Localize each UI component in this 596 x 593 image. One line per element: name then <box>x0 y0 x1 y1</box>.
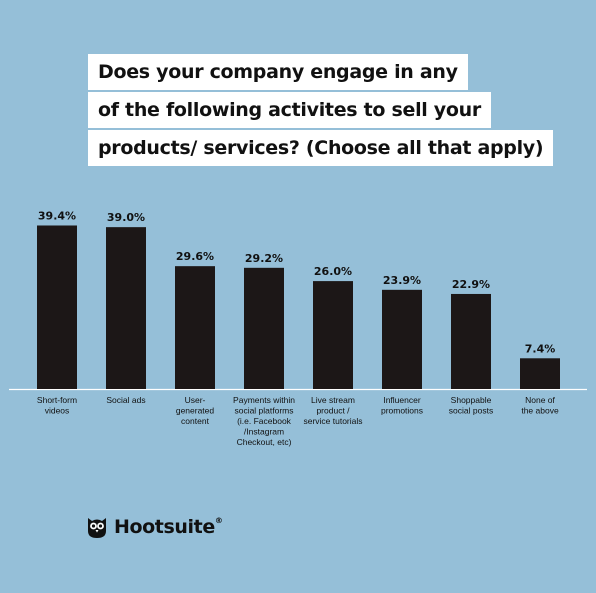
title-line-2: of the following activites to sell your <box>88 92 491 128</box>
bar-value-label: 23.9% <box>383 274 421 287</box>
title-line-3: products/ services? (Choose all that app… <box>88 130 554 166</box>
brand-name: Hootsuite <box>114 516 215 538</box>
bar-value-label: 29.2% <box>245 252 283 265</box>
bar-value-label: 39.4% <box>38 209 76 222</box>
bar <box>382 289 422 389</box>
owl-logo-icon <box>88 518 106 538</box>
bar-value-label: 22.9% <box>452 278 490 291</box>
category-label: Social ads <box>106 395 145 405</box>
bar-value-label: 39.0% <box>107 211 145 224</box>
bar-value-label: 7.4% <box>525 342 556 355</box>
bar <box>520 358 560 389</box>
category-label: User-generated content <box>176 395 215 426</box>
bar-value-label: 26.0% <box>314 265 352 278</box>
title-line-1: Does your company engage in any <box>88 54 468 90</box>
bar <box>106 227 146 389</box>
bar <box>313 281 353 389</box>
category-label: Shoppable social posts <box>449 395 493 416</box>
bar-value-label: 29.6% <box>176 250 214 263</box>
bar <box>175 266 215 389</box>
bar <box>451 293 491 389</box>
bar <box>37 225 77 389</box>
brand-mark: ® <box>214 516 223 525</box>
category-label: None of the above <box>521 395 559 416</box>
hootsuite-logo: Hootsuite® <box>86 515 223 539</box>
category-label: Influencer promotions <box>381 395 423 416</box>
bar <box>244 267 284 389</box>
category-label: Payments within social platforms (i.e. Fac… <box>233 395 295 447</box>
category-label: Short-form videos <box>37 395 77 416</box>
category-label: Live stream product / service tutorials <box>303 395 362 426</box>
